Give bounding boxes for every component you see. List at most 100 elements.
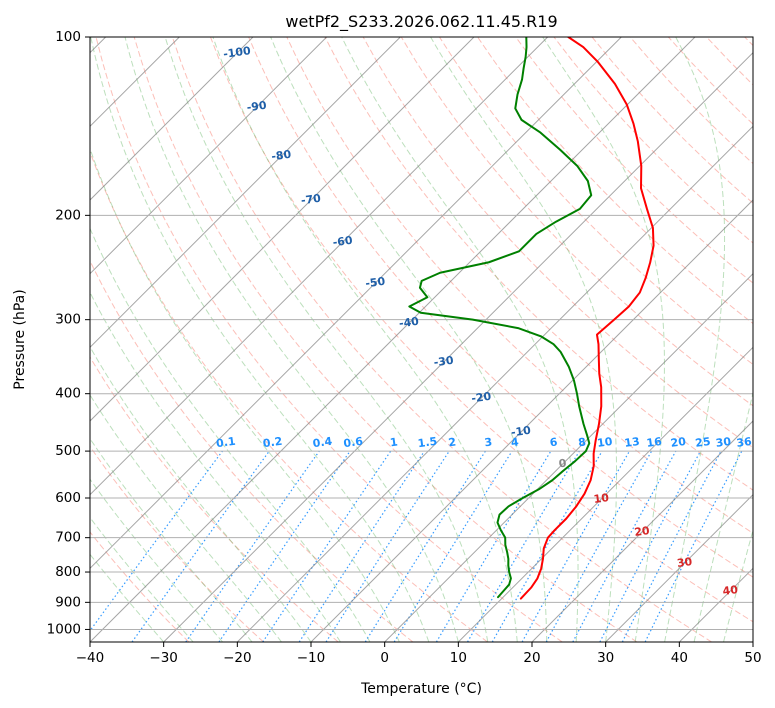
isotherm-label: 0 <box>558 457 568 471</box>
mixing-ratio-label: 4 <box>510 435 520 449</box>
mixing-ratio-label: 16 <box>646 435 663 450</box>
mixing-ratio-label: 20 <box>670 435 687 450</box>
x-tick-label: 50 <box>744 650 761 666</box>
mixing-ratio-line <box>90 450 223 632</box>
moist-adiabat <box>90 437 253 642</box>
mixing-ratio-label: 13 <box>624 435 641 450</box>
isotherm-line <box>236 125 753 642</box>
isotherm-label: -40 <box>398 315 420 331</box>
mixing-ratio-line <box>325 450 450 642</box>
mixing-ratio-label: 3 <box>484 435 493 449</box>
dry-adiabat <box>210 37 753 623</box>
moist-adiabat <box>90 394 282 642</box>
isotherm-label: -70 <box>300 192 322 208</box>
mixing-ratio-label: 0.2 <box>262 435 283 451</box>
thermo-background <box>90 37 753 642</box>
y-tick-label: 400 <box>55 386 81 402</box>
mixing-ratio-label: 10 <box>596 435 613 450</box>
mixing-ratio-line <box>131 450 270 642</box>
mixing-ratio-line <box>521 450 631 642</box>
moist-adiabat <box>542 37 665 642</box>
y-tick-label: 300 <box>55 312 81 328</box>
moist-adiabat <box>664 37 726 642</box>
isotherm-label: 20 <box>633 524 650 539</box>
mixing-ratio-label: 0.1 <box>215 435 236 451</box>
isotherm-label: 30 <box>676 555 693 570</box>
x-tick-label: 20 <box>523 650 540 666</box>
isotherm-line <box>531 420 753 642</box>
moist-adiabat <box>212 37 518 642</box>
moist-adiabat <box>90 516 194 642</box>
mixing-ratio-label: 0.4 <box>312 435 333 451</box>
isotherm-line <box>90 37 254 201</box>
isotherm-label: 40 <box>722 583 739 598</box>
mixing-ratio-line <box>644 450 743 642</box>
dry-adiabat <box>95 37 563 642</box>
y-tick-label: 100 <box>55 29 81 45</box>
moist-adiabat <box>90 291 341 642</box>
x-tick-label: −40 <box>76 650 105 666</box>
y-tick-label: 600 <box>55 490 81 506</box>
mixing-ratio-label: 0.6 <box>343 435 364 451</box>
isotherm-line <box>163 51 753 642</box>
moist-adiabat <box>164 37 489 642</box>
isotherm-line <box>90 37 328 275</box>
profiles <box>408 37 655 600</box>
mixing-ratio-line <box>218 450 351 642</box>
dry-adiabat <box>90 531 190 642</box>
isotherm-label: -100 <box>222 44 251 61</box>
isotherm-line <box>605 493 753 642</box>
mixing-ratio-line <box>393 450 513 642</box>
dry-adiabat <box>90 445 264 642</box>
isotherm-line <box>457 346 753 642</box>
isobar-grid <box>90 37 753 630</box>
isotherm-line <box>90 37 696 642</box>
dry-adiabat <box>90 356 339 642</box>
y-tick-label: 500 <box>55 443 81 459</box>
moist-adiabat <box>90 147 400 642</box>
mixing-ratio-label: 36 <box>736 435 753 450</box>
y-axis: 1000 900 800 700 600 500 400 300 200 100 <box>47 29 90 637</box>
mixing-ratio-label: 25 <box>694 435 711 450</box>
mixing-ratio-line <box>298 450 425 642</box>
moist-adiabat <box>430 37 618 642</box>
dry-adiabat <box>248 37 753 578</box>
plot-frame <box>89 36 754 643</box>
mixing-ratio-line <box>545 450 653 642</box>
dry-adiabat <box>515 37 753 284</box>
x-tick-label: −10 <box>297 650 326 666</box>
chart-title: wetPf2_S233.2026.062.11.45.R19 <box>285 12 557 32</box>
y-axis-label: Pressure (hPa) <box>12 289 28 389</box>
dry-adiabat <box>400 37 753 407</box>
isotherm-label: -20 <box>471 390 493 406</box>
mixing-ratio-label: 1 <box>389 435 398 449</box>
isotherm-line <box>384 272 753 642</box>
mixing-ratio-line <box>572 450 677 642</box>
isotherm-line <box>90 37 401 349</box>
mixing-ratio-label: 2 <box>448 435 457 449</box>
isotherm-label: 10 <box>593 491 610 506</box>
mixing-ratio-label: 1.5 <box>417 435 438 451</box>
dry-adiabat <box>133 37 638 642</box>
y-tick-label: 200 <box>55 207 81 223</box>
moist-adiabat <box>90 478 223 642</box>
mixing-ratio-line <box>262 450 392 642</box>
x-tick-label: −30 <box>149 650 178 666</box>
mixing-ratio-label: 8 <box>577 435 586 449</box>
x-axis: −40 −30 −20 −10 0 10 20 30 40 50 <box>76 642 762 666</box>
moist-adiabat <box>90 345 312 642</box>
x-tick-label: 40 <box>671 650 688 666</box>
isotherm-label: -60 <box>332 234 354 250</box>
x-axis-label: Temperature (°C) <box>360 681 482 697</box>
y-tick-label: 1000 <box>47 621 81 637</box>
mixing-ratio-label: 6 <box>549 435 559 449</box>
moist-adiabat <box>90 227 371 642</box>
isotherm-label: -50 <box>365 275 387 291</box>
x-tick-label: −20 <box>223 650 252 666</box>
x-tick-label: 30 <box>597 650 614 666</box>
x-tick-label: 0 <box>380 650 389 666</box>
isotherm-line <box>310 199 753 642</box>
y-tick-label: 700 <box>55 530 81 546</box>
isotherm-line <box>90 37 622 570</box>
